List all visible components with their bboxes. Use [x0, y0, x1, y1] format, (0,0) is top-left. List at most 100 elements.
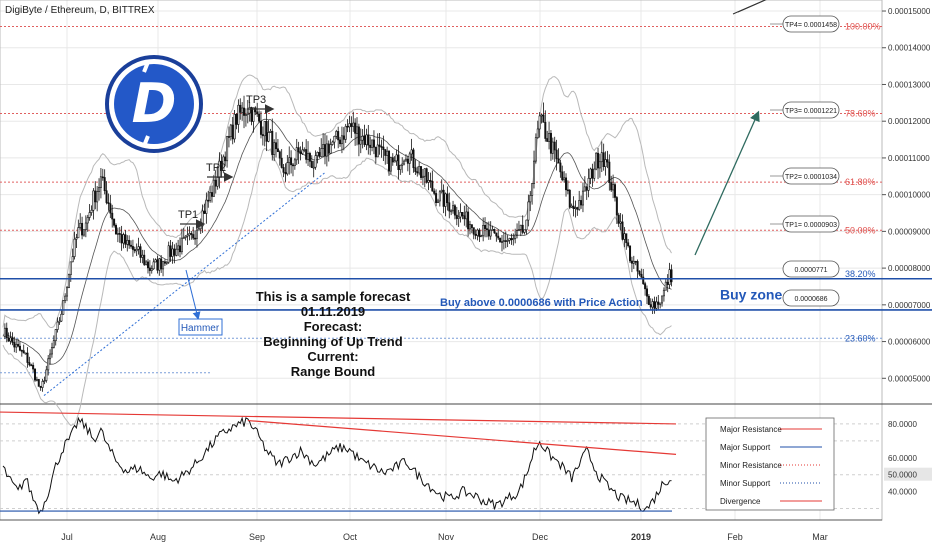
- candle-body: [258, 113, 261, 122]
- candle-body: [310, 161, 313, 168]
- candle-body: [120, 234, 123, 244]
- candle-body: [22, 350, 25, 354]
- fib-label: 23.60%: [845, 333, 876, 343]
- candle-body: [352, 122, 355, 127]
- candle-body: [261, 134, 264, 137]
- candle-body: [497, 235, 500, 239]
- candle-body: [414, 167, 417, 172]
- candle-body: [241, 107, 244, 113]
- candle-body: [126, 240, 129, 245]
- tp4-callout: TP4= 0.0001458: [782, 15, 840, 33]
- candle-body: [647, 295, 650, 305]
- price-tick-label: 0.00008000: [888, 264, 931, 273]
- price-tick-label: 0.00012000: [888, 117, 931, 126]
- bollinger-bands: [2, 74, 672, 427]
- candle-body: [49, 353, 52, 360]
- forecast-line-2: Forecast:: [304, 319, 363, 334]
- candle-body: [546, 138, 549, 142]
- candle-body: [542, 114, 545, 123]
- candle-body: [448, 202, 451, 212]
- axes: 0.00015000 0.00014000 0.00013000 0.00012000…: [0, 7, 932, 542]
- candle-body: [581, 190, 584, 206]
- candle-body: [591, 168, 594, 179]
- rsi-tick-label: 40.0000: [888, 488, 917, 497]
- forecast-line-0: This is a sample forecast: [256, 289, 411, 304]
- candle-body: [433, 190, 436, 194]
- candle-body: [197, 228, 200, 231]
- candle-body: [331, 141, 334, 145]
- candle-body: [212, 179, 215, 197]
- fib-label: 50.00%: [845, 225, 876, 235]
- candle-body: [638, 270, 641, 275]
- time-label: Mar: [812, 532, 828, 542]
- candle-body: [661, 295, 664, 304]
- candle-body: [194, 237, 197, 240]
- candle-body: [450, 210, 453, 213]
- annotations: TP1 TP2 TP3 Hammer This is a sample forecast…: [105, 0, 767, 379]
- candle-body: [538, 115, 541, 130]
- callout-box: [782, 260, 840, 278]
- moving-average: [2, 118, 672, 365]
- candle-body: [444, 193, 447, 207]
- candle-body: [15, 344, 18, 348]
- hammer-box: [178, 318, 223, 336]
- candle-body: [56, 321, 59, 330]
- candle-body: [666, 281, 669, 285]
- candle-body: [295, 147, 298, 161]
- candle-body: [508, 238, 511, 241]
- candle-body: [116, 233, 119, 235]
- candle-body: [651, 301, 654, 308]
- candle-body: [124, 234, 127, 245]
- candle-body: [476, 229, 479, 236]
- candle-body: [37, 379, 40, 387]
- candle-body: [111, 212, 114, 220]
- candle-body: [617, 214, 620, 224]
- candle-body: [393, 160, 396, 163]
- trendline-up: [43, 172, 326, 396]
- candle-body: [395, 154, 398, 162]
- candle-body: [363, 135, 366, 145]
- candle-body: [502, 240, 505, 242]
- candle-body: [267, 132, 270, 142]
- legend-item-label: Major Resistance: [720, 425, 782, 434]
- candle-body: [35, 379, 38, 381]
- candle-body: [62, 300, 65, 315]
- candle-body: [286, 162, 289, 175]
- candle-body: [169, 245, 172, 257]
- candle-body: [525, 219, 528, 231]
- price-tick-label: 0.00010000: [888, 191, 931, 200]
- candle-body: [293, 159, 296, 167]
- candle-body: [540, 114, 543, 117]
- candle-body: [431, 180, 434, 192]
- price-tick-label: 0.00015000: [888, 7, 931, 16]
- candle-body: [323, 144, 326, 157]
- bollinger-lower: [2, 147, 672, 427]
- forecast-line-4: Current:: [307, 349, 358, 364]
- candle-body: [642, 276, 645, 284]
- candle-body: [623, 233, 626, 240]
- candle-body: [531, 183, 534, 196]
- candle-body: [259, 120, 262, 135]
- candle-body: [403, 160, 406, 165]
- time-label: 2019: [631, 532, 651, 542]
- candle-body: [139, 246, 142, 258]
- candle-body: [190, 233, 193, 235]
- candle-body: [376, 144, 379, 158]
- legend-item-label: Minor Resistance: [720, 461, 782, 470]
- candle-body: [534, 137, 537, 162]
- fibonacci-levels: 100.00% 78.60% 61.80% 50.00% 23.60%: [0, 21, 882, 374]
- candle-body: [229, 124, 232, 137]
- time-label: Feb: [727, 532, 743, 542]
- tp1-label: TP1: [178, 209, 198, 221]
- forecast-line-5: Range Bound: [291, 364, 376, 379]
- candle-body: [446, 193, 449, 204]
- candle-body: [135, 248, 138, 252]
- callout-text: TP4= 0.0001458: [785, 22, 837, 29]
- candle-body: [655, 301, 658, 309]
- candle-body: [657, 301, 660, 305]
- candle-body: [438, 191, 441, 202]
- candle-body: [263, 121, 266, 137]
- candle-body: [459, 212, 462, 218]
- candle-body: [32, 364, 35, 370]
